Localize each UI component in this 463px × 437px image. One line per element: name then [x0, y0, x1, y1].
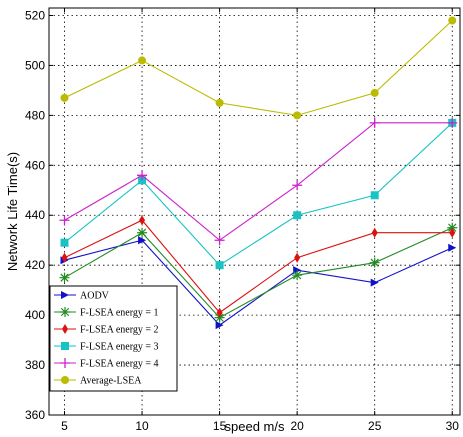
legend-label: F-LSEA energy = 2	[80, 325, 159, 336]
data-point	[294, 252, 301, 263]
legend-item: F-LSEA energy = 1	[54, 307, 159, 319]
x-tick-label: 20	[290, 419, 304, 433]
x-tick-label: 10	[135, 419, 149, 433]
series-line	[64, 122, 453, 266]
legend-item: F-LSEA energy = 2	[54, 324, 159, 336]
data-point	[293, 211, 302, 220]
data-point	[447, 117, 458, 128]
y-tick-label: 480	[25, 108, 45, 122]
data-point	[61, 252, 68, 263]
legend: AODV F-LSEA energy = 1 F-LSEA energy = 2 F-…	[49, 285, 178, 392]
legend-label: F-LSEA energy = 4	[80, 359, 159, 370]
data-point	[138, 56, 147, 65]
data-point	[215, 98, 224, 107]
data-point	[215, 321, 224, 330]
data-point	[59, 272, 70, 283]
y-tick-label: 420	[25, 258, 45, 272]
series-3	[61, 215, 456, 318]
data-point	[292, 180, 303, 191]
legend-label: F-LSEA energy = 1	[80, 308, 159, 319]
data-point	[370, 278, 379, 287]
legend-item: Average-LSEA	[54, 376, 142, 387]
data-point	[137, 170, 148, 181]
series-line	[64, 227, 453, 319]
legend-label: AODV	[80, 291, 110, 302]
legend-item: AODV	[54, 291, 110, 302]
data-point	[60, 307, 70, 317]
legend-item: F-LSEA energy = 4	[54, 358, 159, 370]
x-tick-label: 5	[61, 419, 68, 433]
data-point	[139, 215, 146, 226]
x-tick-label: 25	[368, 419, 382, 433]
legend-label: F-LSEA energy = 3	[80, 342, 159, 353]
x-axis-label: speed m/s	[225, 419, 285, 434]
data-point	[216, 307, 223, 318]
data-point	[215, 261, 224, 270]
y-tick-label: 380	[25, 358, 45, 372]
data-point	[62, 324, 68, 334]
data-point	[369, 117, 380, 128]
data-point	[449, 227, 456, 238]
data-point	[369, 257, 380, 268]
y-tick-label: 440	[25, 208, 45, 222]
data-point	[138, 236, 147, 245]
data-point	[59, 215, 70, 226]
x-tick-label: 30	[446, 419, 460, 433]
series-line	[64, 20, 453, 116]
data-point	[214, 235, 225, 246]
y-axis-label: Network Life Time(s)	[5, 152, 20, 271]
legend-box	[49, 285, 178, 392]
data-point	[61, 342, 69, 350]
data-point	[61, 291, 69, 299]
data-point	[137, 227, 148, 238]
y-tick-label: 400	[25, 308, 45, 322]
series-line	[64, 239, 453, 326]
x-axis-ticks: 5 10 15 20 25 30	[61, 8, 459, 433]
legend-item: F-LSEA energy = 3	[54, 342, 159, 353]
data-point	[370, 191, 379, 200]
y-tick-label: 520	[25, 8, 45, 22]
legend-label: Average-LSEA	[80, 376, 142, 387]
data-point	[60, 238, 69, 247]
series-line	[64, 122, 453, 241]
data-point	[61, 376, 69, 384]
y-tick-label: 360	[25, 408, 45, 422]
y-tick-label: 460	[25, 158, 45, 172]
data-point	[293, 111, 302, 120]
data-point	[60, 358, 70, 368]
data-point	[370, 88, 379, 97]
data-point	[448, 16, 457, 25]
data-point	[292, 270, 303, 281]
y-tick-label: 500	[25, 58, 45, 72]
series-line	[64, 219, 453, 314]
series-6	[60, 16, 457, 120]
series-5	[59, 117, 458, 246]
y-axis-ticks: 360 380 400 420 440 460 480 500 520	[25, 8, 460, 422]
x-tick-label: 15	[213, 419, 227, 433]
data-point	[448, 243, 457, 252]
data-point	[371, 227, 378, 238]
plot-frame	[48, 7, 461, 416]
series-layer	[59, 16, 458, 330]
data-point	[60, 93, 69, 102]
